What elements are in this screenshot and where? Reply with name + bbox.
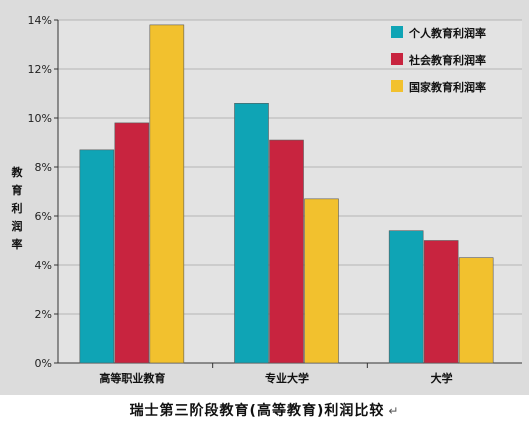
y-tick-label: 0% xyxy=(35,357,52,370)
x-category-label: 大学 xyxy=(431,371,453,385)
y-axis-label-char: 润 xyxy=(12,219,23,233)
bar xyxy=(114,122,150,364)
legend-swatch xyxy=(391,53,403,65)
legend-label: 国家教育利润率 xyxy=(409,80,486,94)
y-tick-label: 12% xyxy=(28,63,52,76)
y-tick-label: 8% xyxy=(35,161,52,174)
bar xyxy=(423,240,459,364)
legend-label: 个人教育利润率 xyxy=(408,26,486,40)
caption-text: 瑞士第三阶段教育(高等教育)利润比较 xyxy=(129,403,385,419)
legend-swatch xyxy=(391,80,403,92)
x-category-label: 专业大学 xyxy=(265,371,309,385)
bar-chart: 0% 2% 4% 6% 8% 10% 12% 14% 高等职业教育 专业大学 大学 教育利润率 个人教育… xyxy=(11,14,522,385)
y-tick-label: 2% xyxy=(35,308,52,321)
chart-figure: 0% 2% 4% 6% 8% 10% 12% 14% 高等职业教育 专业大学 大学 教育利润率 个人教育… xyxy=(0,0,529,395)
bar xyxy=(234,103,269,364)
figure-caption: 瑞士第三阶段教育(高等教育)利润比较 ↵ xyxy=(0,400,529,424)
bar xyxy=(304,198,339,364)
y-tick-label: 14% xyxy=(28,14,52,27)
y-axis-label-char: 率 xyxy=(12,237,23,251)
legend-label: 社会教育利润率 xyxy=(408,53,486,67)
paragraph-mark-icon: ↵ xyxy=(388,404,400,418)
bar xyxy=(458,257,494,364)
y-axis-label-char: 利 xyxy=(12,201,23,215)
bar xyxy=(79,149,115,364)
y-tick-label: 10% xyxy=(28,112,52,125)
y-axis-label-char: 育 xyxy=(12,183,23,197)
y-tick-label: 6% xyxy=(35,210,52,223)
y-axis-label-char: 教 xyxy=(11,165,24,179)
bar xyxy=(149,24,185,364)
bar xyxy=(269,139,304,364)
bar xyxy=(388,230,424,364)
legend-swatch xyxy=(391,26,403,38)
y-tick-label: 4% xyxy=(35,259,52,272)
x-category-label: 高等职业教育 xyxy=(99,371,165,385)
